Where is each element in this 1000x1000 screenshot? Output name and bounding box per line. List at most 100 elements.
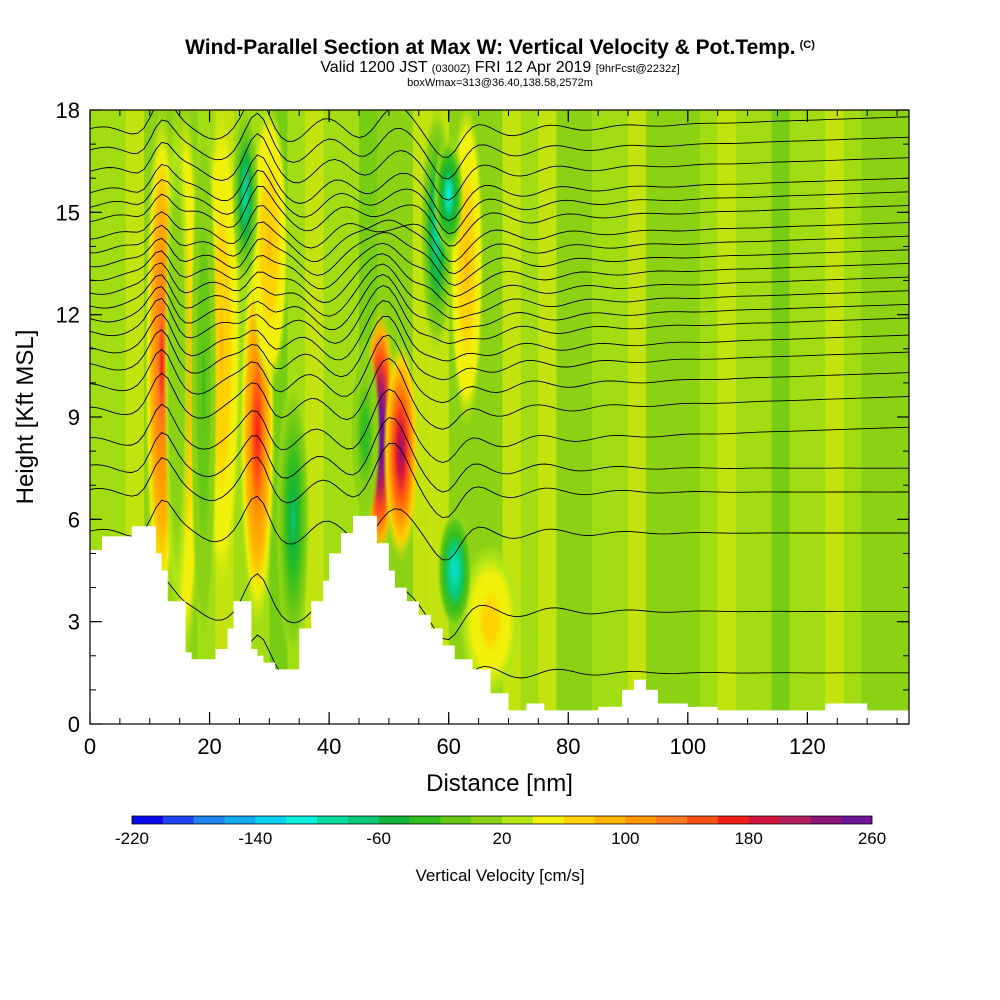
colorbar-swatch (779, 816, 811, 824)
isentrope-line (90, 315, 909, 381)
colorbar-tick-label: 20 (493, 829, 512, 848)
x-tick-label: 100 (669, 734, 706, 759)
field-band (681, 110, 701, 724)
field-band (789, 110, 808, 724)
colorbar-swatch (841, 816, 873, 824)
y-tick-label: 9 (68, 405, 80, 430)
axes: 0 20 40 60 80 100 120 0 3 6 9 12 15 18 Distance [nm] He… (12, 98, 910, 797)
y-tick-label: 12 (56, 303, 80, 328)
colorbar-frame (131, 815, 873, 825)
y-tick-label: 15 (56, 200, 80, 225)
title-mark: (C) (799, 39, 815, 51)
colorbar-tick-label: -60 (366, 829, 391, 848)
x-tick-label: 80 (556, 734, 580, 759)
downdraft-core (189, 110, 218, 666)
colorbar-tick-label: -220 (115, 829, 149, 848)
isentrope-line (90, 185, 909, 247)
colorbar-swatch (286, 816, 318, 824)
field-band (861, 110, 880, 724)
isentrope-line (90, 285, 909, 344)
downdraft-core (164, 110, 190, 632)
isentrope-line (90, 253, 909, 309)
colorbar-swatch (810, 816, 842, 824)
colorbar-swatch (193, 816, 225, 824)
isentrope-line (90, 110, 909, 158)
downdraft-core (436, 509, 473, 632)
chart-subtitle: Valid 1200 JST (0300Z) FRI 12 Apr 2019 [… (320, 59, 680, 76)
colorbar-swatch (563, 816, 595, 824)
updraft-core (382, 338, 419, 564)
updraft-core (249, 110, 289, 393)
plot-area (90, 110, 909, 724)
field-band (663, 110, 683, 724)
isentrope-line (90, 112, 909, 180)
x-axis-label: Distance [nm] (426, 770, 573, 797)
y-tick-label: 0 (68, 712, 80, 737)
colorbar-swatch (162, 816, 194, 824)
field-band (520, 110, 539, 724)
field-band (556, 110, 575, 724)
isentrope-line (90, 154, 909, 222)
isentrope-line (90, 573, 909, 641)
field-band (645, 110, 665, 724)
chart-subtitle-2: boxWmax=313@36.40,138.58,2572m (407, 77, 593, 89)
isentrope-line (90, 263, 909, 320)
colorbar-tick-label: 180 (734, 829, 762, 848)
isentrope-line (90, 442, 909, 519)
field-band (699, 110, 719, 724)
isentrope-line (90, 300, 909, 362)
downdraft-core (433, 134, 465, 257)
colorbar-tick-label: 100 (611, 829, 639, 848)
colorbar-swatch (347, 816, 379, 824)
colorbar-swatch (502, 816, 534, 824)
field-band (305, 110, 324, 724)
isentrope-line (90, 169, 909, 235)
x-tick-label: 60 (436, 734, 460, 759)
isentrope-line (90, 357, 909, 430)
isentrope-line (90, 388, 909, 463)
colorbar-swatch (656, 816, 688, 824)
colorbar-swatch (532, 816, 564, 824)
colorbar-swatch (717, 816, 749, 824)
isentrope-line (90, 274, 909, 332)
colorbar-swatch (132, 816, 164, 824)
field-band (574, 110, 593, 724)
colorbar-tick-label: -140 (238, 829, 272, 848)
isentrope-line (90, 495, 909, 561)
field-band (825, 110, 844, 724)
field-band (843, 110, 862, 724)
field-band (807, 110, 826, 724)
colorbar-tick-label: 260 (858, 829, 886, 848)
colorbar-swatch (224, 816, 256, 824)
colorbar-swatch (625, 816, 657, 824)
colorbar-swatch (378, 816, 410, 824)
x-tick-label: 40 (317, 734, 341, 759)
field-band (538, 110, 557, 724)
downdraft-core (231, 110, 260, 291)
y-tick-label: 18 (56, 98, 80, 123)
colorbar-swatch (409, 816, 441, 824)
colorbar-swatch (748, 816, 780, 824)
colorbar-swatch (594, 816, 626, 824)
isentrope-line (90, 133, 909, 201)
isentrope-line (90, 219, 909, 275)
colorbar-swatch (440, 816, 472, 824)
downdraft-core (276, 372, 311, 666)
isentrope-line (90, 205, 909, 263)
field-band (735, 110, 755, 724)
x-tick-label: 20 (197, 734, 221, 759)
isentrope-line (90, 417, 909, 493)
isentrope-line (90, 334, 909, 404)
field-band (592, 110, 611, 724)
colorbar-swatch (687, 816, 719, 824)
updraft-core (459, 543, 522, 700)
x-tick-label: 120 (789, 734, 826, 759)
field-band (628, 110, 647, 724)
y-tick-label: 6 (68, 507, 80, 532)
field-band (717, 110, 737, 724)
terrain-mask (90, 515, 909, 724)
colorbar: -220 -140 -60 20 100 180 260 Vertical Velocity … (115, 815, 886, 885)
field-band (753, 110, 773, 724)
field-band (771, 110, 790, 724)
